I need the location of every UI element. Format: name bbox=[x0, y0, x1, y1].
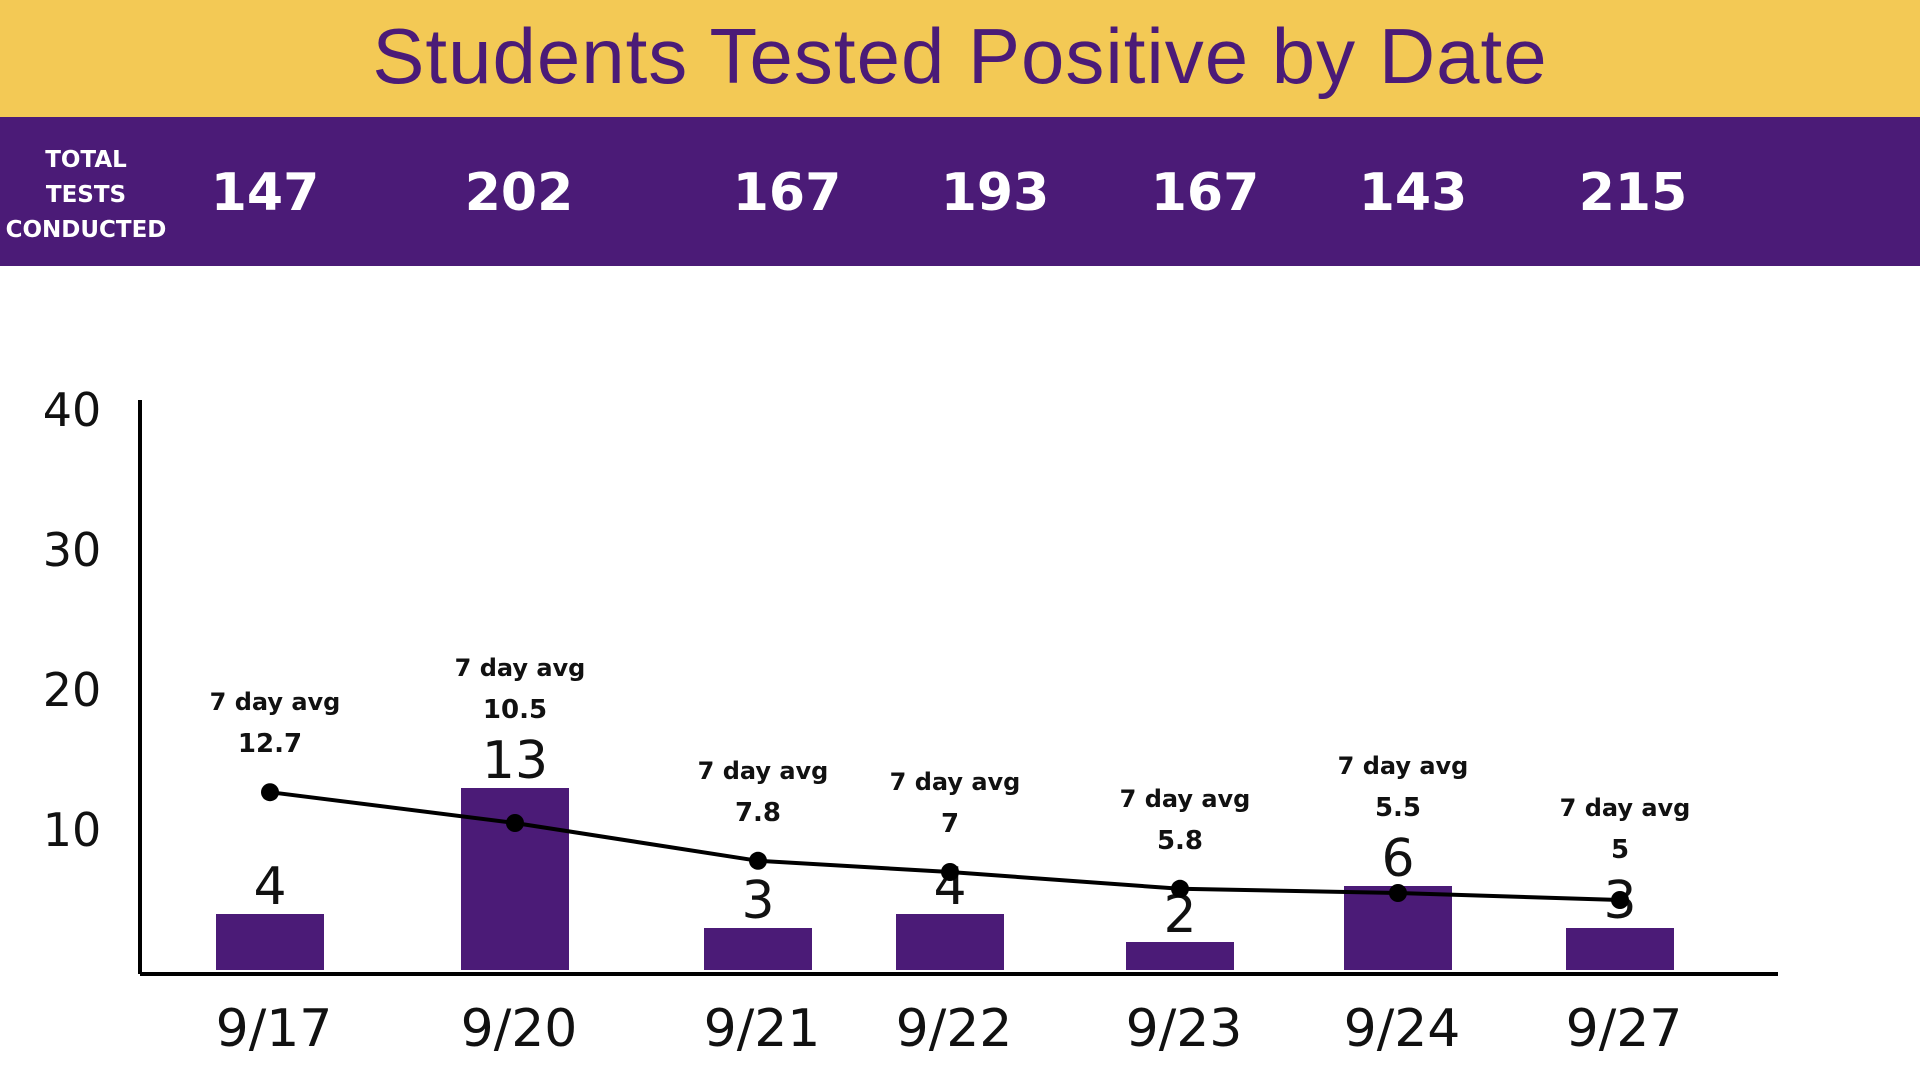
avg-caption: 7 day avg bbox=[1560, 794, 1691, 822]
y-tick-label: 30 bbox=[43, 523, 102, 577]
title-banner: Students Tested Positive by Date bbox=[0, 0, 1920, 117]
avg-value-label: 5.8 bbox=[1157, 826, 1203, 856]
y-tick-label: 20 bbox=[43, 663, 102, 717]
total-tests-value: 193 bbox=[940, 163, 1050, 223]
bar-value-label: 6 bbox=[1381, 829, 1414, 889]
totals-label: TOTAL TESTS CONDUCTED bbox=[0, 143, 172, 248]
bar-value-label: 4 bbox=[253, 857, 286, 917]
avg-point bbox=[506, 814, 524, 832]
bar bbox=[704, 928, 812, 970]
bar bbox=[216, 914, 324, 970]
totals-label-line: CONDUCTED bbox=[5, 217, 167, 243]
x-tick-label: 9/20 bbox=[461, 999, 578, 1059]
avg-point bbox=[1389, 884, 1407, 902]
x-tick-label: 9/17 bbox=[216, 999, 333, 1059]
avg-point bbox=[261, 783, 279, 802]
total-tests-value: 215 bbox=[1578, 163, 1688, 223]
avg-point bbox=[749, 851, 767, 870]
y-tick-label: 10 bbox=[43, 803, 102, 857]
bar bbox=[896, 914, 1004, 970]
bar-value-label: 3 bbox=[741, 871, 774, 931]
total-tests-value: 147 bbox=[210, 163, 320, 223]
avg-caption: 7 day avg bbox=[210, 688, 341, 716]
avg-value-label: 5.5 bbox=[1375, 793, 1421, 823]
chart-title: Students Tested Positive by Date bbox=[372, 12, 1548, 100]
totals-label-line: TOTAL bbox=[45, 147, 127, 173]
total-tests-value: 143 bbox=[1358, 163, 1468, 223]
total-tests-value: 202 bbox=[464, 163, 574, 223]
x-tick-label: 9/23 bbox=[1126, 999, 1243, 1059]
y-tick-label: 40 bbox=[43, 383, 102, 437]
avg-point bbox=[1171, 879, 1189, 898]
totals-band: TOTAL TESTS CONDUCTED 147 202 167 193 16… bbox=[0, 117, 1920, 266]
avg-caption: 7 day avg bbox=[1338, 752, 1469, 780]
total-tests-value: 167 bbox=[1150, 163, 1260, 223]
x-tick-label: 9/21 bbox=[704, 999, 821, 1059]
x-tick-label: 9/24 bbox=[1344, 999, 1461, 1059]
bar-value-label: 13 bbox=[482, 731, 548, 791]
total-tests-value: 167 bbox=[732, 163, 842, 223]
avg-value-label: 7.8 bbox=[735, 798, 781, 828]
avg-value-label: 7 bbox=[941, 809, 959, 839]
avg-value-label: 10.5 bbox=[483, 695, 547, 725]
avg-point bbox=[1611, 891, 1629, 909]
avg-point bbox=[941, 863, 959, 881]
totals-label-line: TESTS bbox=[45, 182, 127, 208]
x-tick-label: 9/22 bbox=[896, 999, 1013, 1059]
avg-value-label: 12.7 bbox=[238, 729, 302, 759]
avg-caption: 7 day avg bbox=[455, 654, 586, 682]
avg-caption: 7 day avg bbox=[698, 757, 829, 785]
avg-caption: 7 day avg bbox=[890, 768, 1021, 796]
bar bbox=[1126, 942, 1234, 970]
bar bbox=[1566, 928, 1674, 970]
avg-caption: 7 day avg bbox=[1120, 785, 1251, 813]
x-tick-label: 9/27 bbox=[1566, 999, 1683, 1059]
avg-value-label: 5 bbox=[1611, 835, 1629, 865]
